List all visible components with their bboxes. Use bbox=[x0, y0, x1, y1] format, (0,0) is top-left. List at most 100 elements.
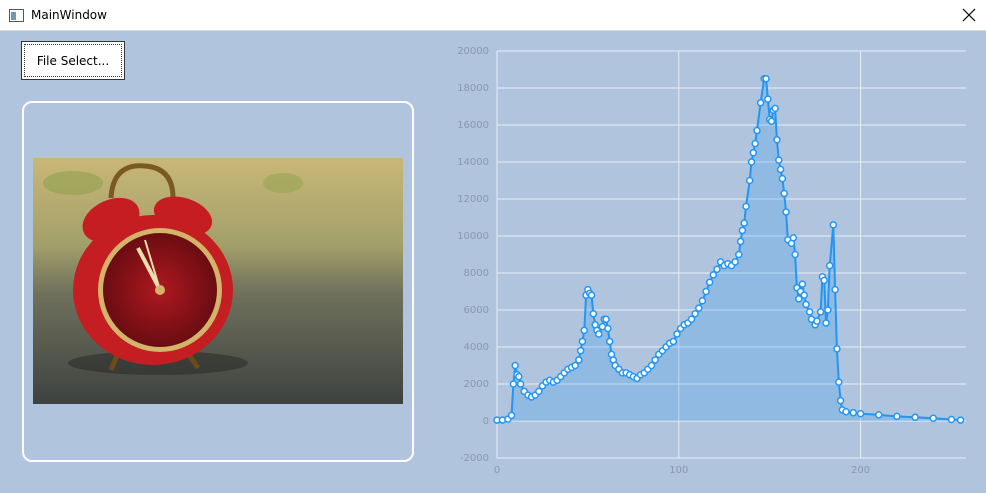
point bbox=[716, 258, 725, 266]
line bbox=[497, 77, 961, 422]
point bbox=[531, 391, 539, 399]
point bbox=[493, 416, 501, 424]
point bbox=[651, 356, 659, 364]
point bbox=[676, 324, 685, 333]
point bbox=[747, 158, 756, 166]
point bbox=[702, 287, 710, 296]
point bbox=[796, 287, 805, 296]
point bbox=[836, 396, 845, 405]
point bbox=[611, 361, 619, 370]
point bbox=[709, 271, 718, 279]
point bbox=[684, 319, 692, 327]
point bbox=[647, 361, 656, 370]
point bbox=[773, 136, 781, 144]
point bbox=[556, 372, 565, 381]
point bbox=[789, 234, 798, 242]
point bbox=[778, 174, 787, 183]
point bbox=[813, 317, 821, 325]
point bbox=[705, 278, 714, 286]
point bbox=[662, 343, 670, 351]
point bbox=[567, 363, 576, 372]
image-panel bbox=[22, 101, 414, 462]
point bbox=[622, 369, 630, 377]
point bbox=[520, 387, 529, 396]
point bbox=[625, 371, 634, 379]
point bbox=[740, 219, 748, 227]
point bbox=[658, 346, 667, 355]
point bbox=[605, 337, 614, 346]
file-select-button[interactable]: File Select... bbox=[21, 41, 125, 80]
point bbox=[727, 261, 736, 270]
point bbox=[595, 330, 603, 338]
point bbox=[549, 378, 558, 386]
y-tick-label: 8000 bbox=[464, 268, 489, 279]
point bbox=[538, 382, 547, 390]
y-tick-label: -2000 bbox=[460, 453, 489, 464]
point bbox=[698, 297, 707, 305]
x-tick-label: 100 bbox=[669, 465, 688, 476]
point bbox=[527, 393, 536, 401]
clock-photo bbox=[33, 158, 403, 404]
point bbox=[820, 276, 828, 285]
point bbox=[515, 372, 523, 381]
point bbox=[780, 189, 788, 198]
point bbox=[833, 345, 841, 353]
point bbox=[507, 411, 516, 420]
point bbox=[600, 315, 609, 323]
y-tick-label: 16000 bbox=[457, 120, 489, 131]
point bbox=[831, 285, 839, 294]
point bbox=[513, 371, 521, 379]
point bbox=[835, 378, 843, 386]
x-tick-label: 0 bbox=[494, 465, 500, 476]
point bbox=[818, 272, 827, 281]
point bbox=[753, 126, 761, 135]
y-tick-label: 0 bbox=[483, 416, 489, 427]
point bbox=[767, 117, 776, 126]
point bbox=[829, 221, 838, 229]
point bbox=[874, 411, 883, 419]
point bbox=[511, 361, 519, 370]
point bbox=[542, 378, 550, 386]
point bbox=[735, 250, 743, 259]
point bbox=[587, 291, 596, 299]
point bbox=[524, 391, 532, 399]
point bbox=[764, 95, 772, 103]
point bbox=[673, 330, 681, 338]
point bbox=[749, 149, 758, 157]
point bbox=[893, 412, 901, 421]
point bbox=[580, 326, 589, 335]
point bbox=[509, 380, 518, 388]
point bbox=[665, 339, 674, 348]
point bbox=[782, 208, 790, 216]
point bbox=[800, 291, 808, 299]
point bbox=[575, 356, 583, 364]
point bbox=[849, 408, 858, 417]
point bbox=[535, 387, 543, 396]
point bbox=[564, 365, 572, 373]
point bbox=[687, 315, 696, 323]
point bbox=[598, 322, 607, 331]
point bbox=[811, 321, 819, 329]
x-tick-label: 200 bbox=[851, 465, 870, 476]
close-button[interactable] bbox=[962, 8, 976, 22]
app-icon bbox=[9, 9, 24, 22]
point bbox=[585, 289, 594, 298]
point bbox=[947, 415, 956, 424]
point bbox=[822, 319, 830, 327]
point bbox=[644, 365, 652, 373]
point bbox=[636, 371, 645, 379]
point bbox=[545, 376, 554, 385]
point bbox=[498, 416, 507, 424]
y-tick-label: 14000 bbox=[457, 157, 489, 168]
point bbox=[604, 324, 612, 333]
y-tick-label: 18000 bbox=[457, 83, 489, 94]
point bbox=[771, 104, 779, 113]
point bbox=[769, 106, 778, 114]
y-tick-label: 2000 bbox=[464, 379, 489, 390]
point bbox=[824, 306, 832, 314]
point bbox=[571, 361, 579, 370]
point bbox=[615, 365, 623, 373]
point bbox=[584, 285, 592, 294]
point bbox=[805, 308, 814, 316]
point bbox=[762, 75, 770, 83]
